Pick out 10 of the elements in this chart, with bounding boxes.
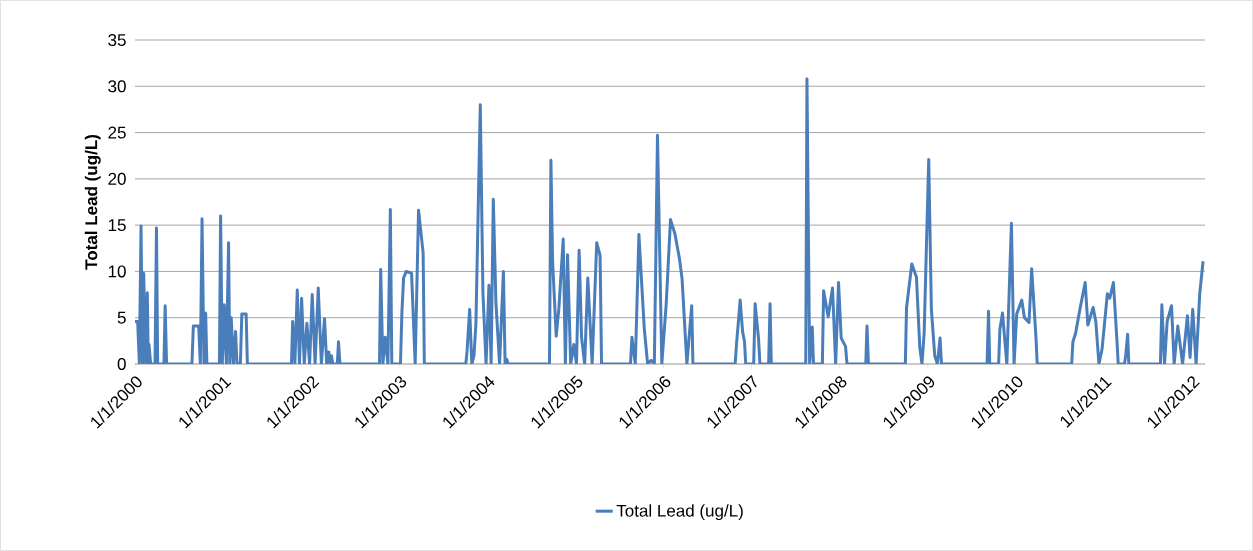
y-tick-label: 25 xyxy=(108,126,126,139)
legend-label: Total Lead (ug/L) xyxy=(616,504,743,521)
y-tick-label: 0 xyxy=(117,357,126,371)
y-tick-label: 35 xyxy=(108,33,126,47)
y-tick-label: 10 xyxy=(108,265,126,278)
y-axis-title: Total Lead (ug/L) xyxy=(84,135,101,270)
y-tick-label: 30 xyxy=(108,80,126,93)
y-tick-label: 15 xyxy=(108,219,126,232)
y-tick-label: 20 xyxy=(108,172,126,185)
y-tick-label: 5 xyxy=(117,311,126,324)
